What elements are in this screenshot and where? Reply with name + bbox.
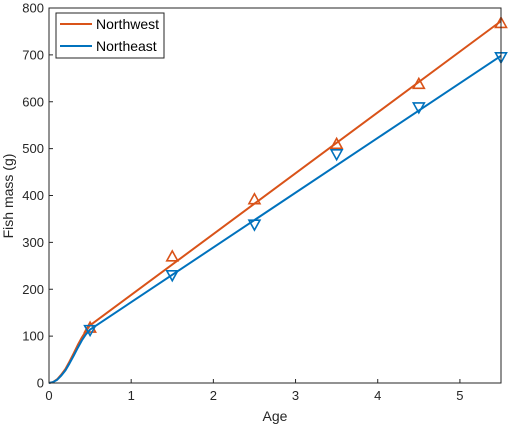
y-tick-label: 500 xyxy=(22,141,44,156)
legend-label-northwest: Northwest xyxy=(96,16,159,32)
data-point-marker xyxy=(165,249,180,262)
x-tick-label: 2 xyxy=(210,388,217,403)
series-line-northeast xyxy=(48,54,502,384)
data-point-marker xyxy=(411,76,426,90)
y-tick-label: 400 xyxy=(22,188,44,203)
data-point-marker xyxy=(247,219,262,232)
y-tick-label: 800 xyxy=(22,1,44,16)
legend-box xyxy=(55,12,165,59)
y-tick-label: 600 xyxy=(22,94,44,109)
y-tick-label: 200 xyxy=(22,282,44,297)
legend: Northwest Northeast xyxy=(55,12,165,59)
y-tick-label: 100 xyxy=(22,329,44,344)
y-tick-label: 0 xyxy=(37,376,44,391)
plot-frame xyxy=(48,7,502,384)
y-axis-label: Fish mass (g) xyxy=(0,154,16,239)
x-tick-label: 0 xyxy=(45,388,52,403)
y-axis-ticks: 0 100 200 300 400 500 600 700 800 xyxy=(22,1,53,391)
data-point-marker xyxy=(411,102,426,115)
data-point-marker xyxy=(329,149,344,162)
x-axis-label: Age xyxy=(263,408,288,424)
plot-area xyxy=(49,8,501,383)
x-tick-label: 3 xyxy=(292,388,299,403)
data-point-marker xyxy=(165,269,180,283)
data-point-marker xyxy=(83,324,97,338)
data-point-marker xyxy=(247,192,262,205)
x-tick-label: 5 xyxy=(456,388,463,403)
legend-label-northeast: Northeast xyxy=(96,38,157,54)
y-tick-label: 300 xyxy=(22,235,44,250)
x-axis-ticks: 0 1 2 3 4 5 xyxy=(45,379,464,403)
y-tick-label: 700 xyxy=(22,47,44,62)
data-point-marker xyxy=(329,136,344,150)
x-tick-label: 4 xyxy=(374,388,381,403)
x-tick-label: 1 xyxy=(128,388,135,403)
